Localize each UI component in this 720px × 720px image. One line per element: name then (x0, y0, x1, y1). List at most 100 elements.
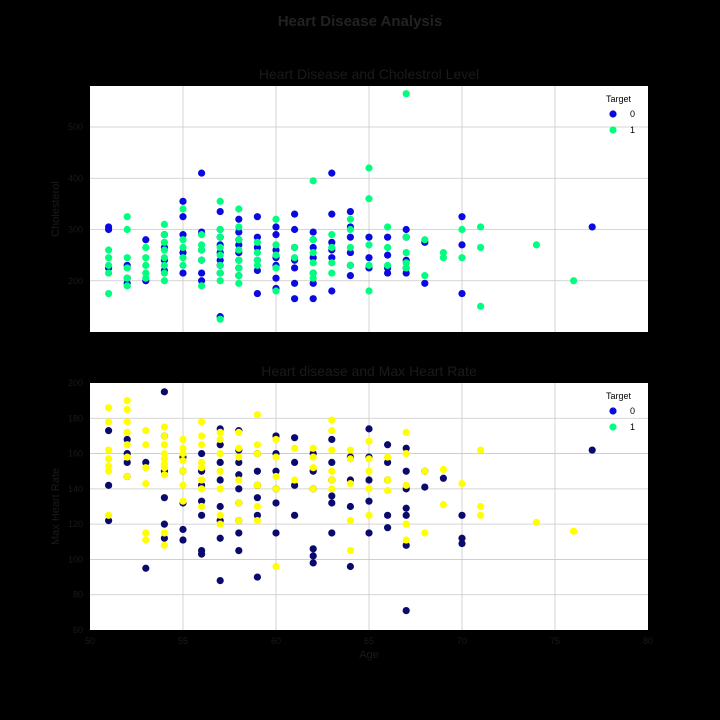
data-point-target-1 (439, 248, 447, 257)
cholesterol-scatter-panel: 200 300 400 500 Heart Disease and Cholestrol… (50, 66, 648, 332)
data-point-target-0 (198, 550, 206, 558)
data-point-target-0 (384, 441, 392, 449)
data-point-target-1 (216, 467, 224, 475)
data-point-target-0 (160, 494, 168, 502)
x-axis-label: Age (359, 649, 379, 661)
data-point-target-1 (160, 455, 168, 463)
data-point-target-1 (402, 449, 410, 458)
legend-marker-0 (609, 110, 617, 118)
legend-label-1: 1 (630, 125, 635, 135)
data-point-target-0 (179, 248, 187, 257)
x-tick-label: 80 (643, 636, 653, 646)
data-point-target-0 (235, 241, 243, 249)
data-point-target-1 (235, 205, 243, 213)
data-point-target-1 (402, 264, 410, 272)
data-point-target-0 (160, 534, 168, 542)
figure-title: Heart Disease Analysis (278, 13, 443, 30)
data-point-target-1 (402, 428, 410, 436)
data-point-target-1 (272, 562, 280, 571)
data-point-target-1 (235, 453, 243, 461)
data-point-target-1 (105, 246, 113, 254)
data-point-target-1 (198, 441, 206, 449)
legend-label-0: 0 (630, 109, 635, 119)
y-axis-label: Max Heart Rate (50, 468, 62, 545)
data-point-target-0 (253, 511, 261, 519)
data-point-target-0 (198, 277, 206, 285)
data-point-target-1 (328, 416, 336, 424)
data-point-target-1 (160, 246, 168, 254)
data-point-target-1 (328, 259, 336, 267)
data-point-target-1 (272, 241, 280, 249)
data-point-target-0 (272, 467, 280, 475)
data-point-target-1 (235, 517, 243, 525)
data-point-target-0 (309, 243, 317, 252)
data-point-target-1 (235, 246, 243, 254)
data-point-target-0 (421, 483, 429, 491)
data-point-target-1 (216, 485, 224, 493)
data-point-target-0 (216, 577, 224, 585)
data-point-target-0 (198, 449, 206, 458)
data-point-target-0 (458, 539, 466, 548)
data-point-target-0 (346, 562, 354, 571)
data-point-target-0 (253, 494, 261, 502)
data-point-target-1 (179, 243, 187, 252)
data-point-target-1 (365, 455, 373, 463)
data-point-target-1 (365, 287, 373, 295)
data-point-target-0 (421, 279, 429, 287)
data-point-target-1 (570, 277, 578, 285)
y-tick-label: 140 (68, 484, 83, 494)
data-point-target-1 (384, 223, 392, 231)
data-point-target-1 (142, 427, 150, 435)
data-point-target-1 (309, 274, 317, 282)
data-point-target-1 (253, 449, 261, 458)
data-point-target-0 (402, 541, 410, 549)
data-point-target-1 (235, 428, 243, 436)
data-point-target-1 (142, 274, 150, 282)
data-point-target-0 (179, 197, 187, 205)
data-point-target-0 (291, 264, 299, 272)
data-point-target-0 (105, 223, 113, 231)
x-tick-label: 75 (550, 636, 560, 646)
data-point-target-0 (235, 458, 243, 466)
data-point-target-1 (105, 261, 113, 269)
data-point-target-0 (309, 559, 317, 567)
data-point-target-1 (365, 164, 373, 172)
data-point-target-0 (328, 492, 336, 500)
data-point-target-0 (291, 295, 299, 303)
data-point-target-1 (123, 472, 131, 481)
data-point-target-1 (105, 467, 113, 475)
data-point-target-0 (309, 552, 317, 560)
data-point-target-1 (272, 485, 280, 493)
data-point-target-0 (346, 502, 354, 511)
data-point-target-1 (309, 236, 317, 244)
data-point-target-0 (216, 502, 224, 511)
data-point-target-0 (365, 233, 373, 241)
data-point-target-0 (198, 169, 206, 177)
legend-title: Target (606, 391, 632, 401)
data-point-target-1 (402, 233, 410, 241)
data-point-target-1 (477, 502, 485, 511)
data-point-target-0 (123, 435, 131, 444)
data-point-target-1 (235, 444, 243, 452)
data-point-target-1 (235, 264, 243, 272)
y-tick-label: 500 (68, 122, 83, 132)
data-point-target-1 (328, 446, 336, 454)
data-point-target-1 (402, 259, 410, 267)
data-point-target-0 (142, 564, 150, 572)
data-point-target-0 (309, 228, 317, 236)
data-point-target-1 (105, 511, 113, 519)
data-point-target-1 (309, 453, 317, 461)
data-point-target-0 (458, 511, 466, 519)
data-point-target-1 (160, 261, 168, 269)
data-point-target-0 (179, 269, 187, 277)
data-point-target-0 (235, 529, 243, 537)
data-point-target-1 (216, 269, 224, 277)
data-point-target-0 (253, 289, 261, 298)
y-tick-label: 80 (73, 590, 83, 600)
data-point-target-0 (272, 246, 280, 254)
data-point-target-0 (291, 458, 299, 466)
data-point-target-0 (346, 248, 354, 257)
data-point-target-1 (142, 464, 150, 472)
data-point-target-0 (402, 504, 410, 512)
data-point-target-0 (458, 213, 466, 221)
